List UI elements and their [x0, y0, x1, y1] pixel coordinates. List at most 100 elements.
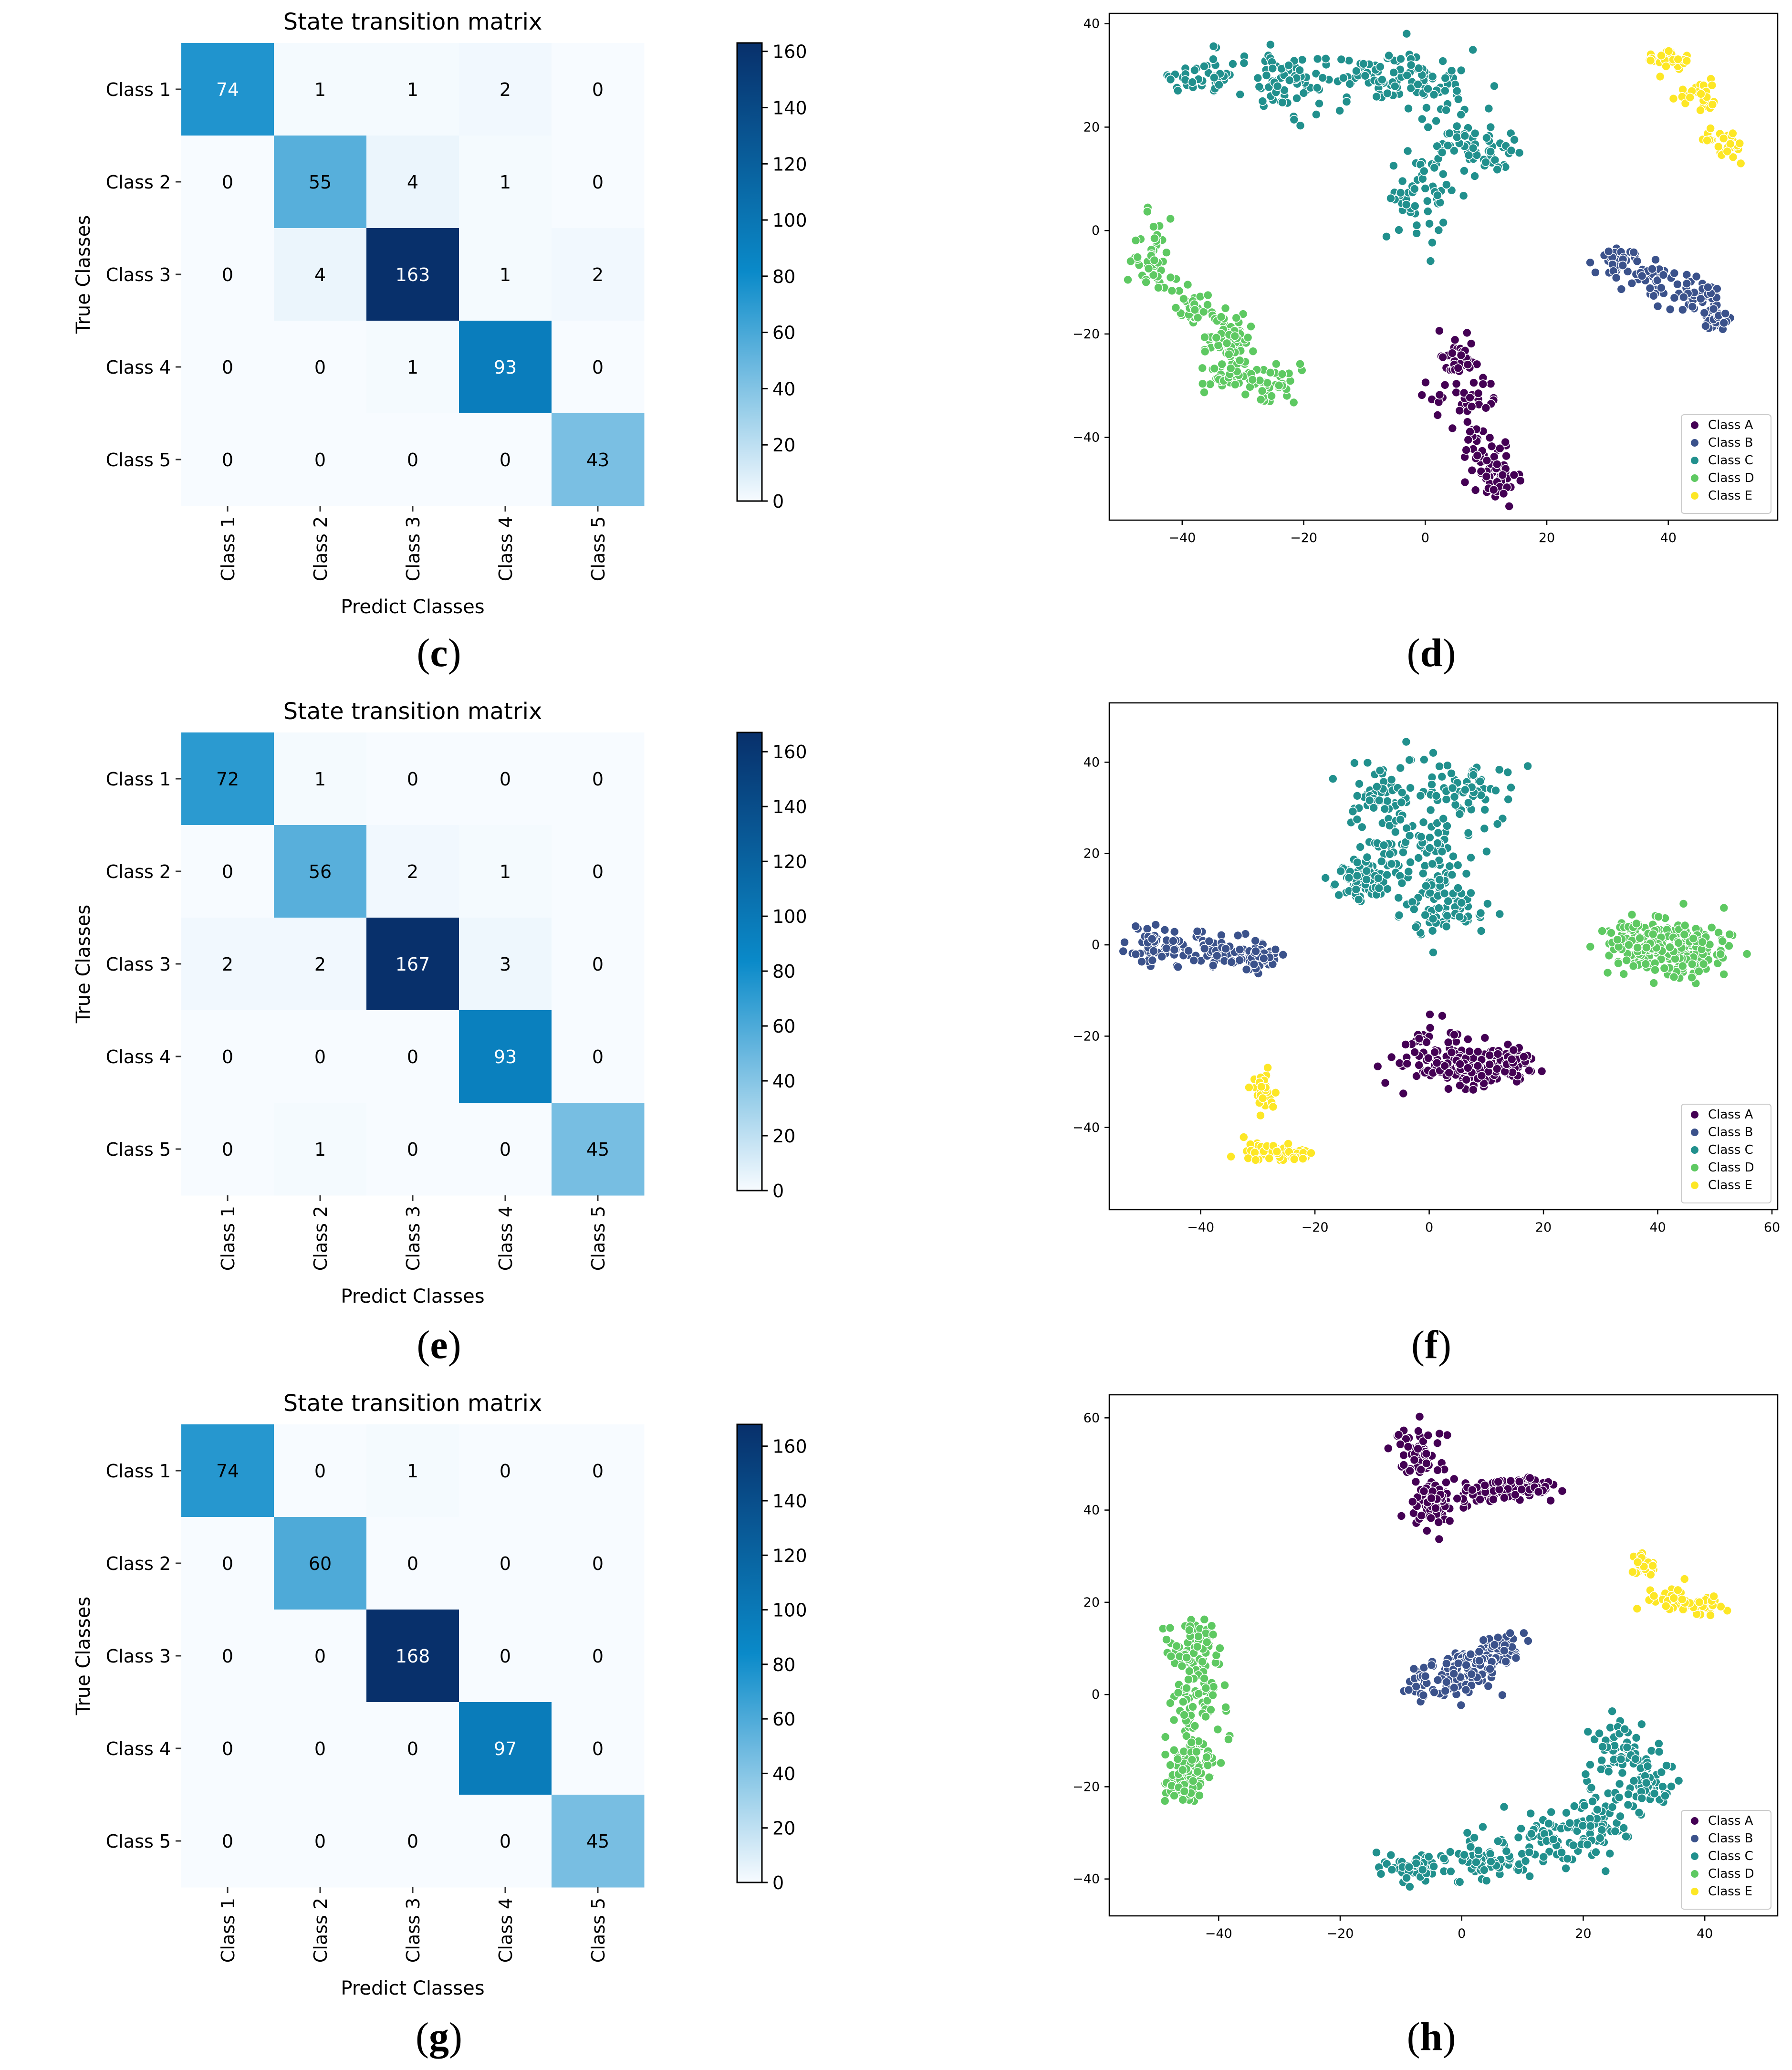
data-point [1373, 1061, 1383, 1071]
data-point [1467, 402, 1477, 411]
data-point [1510, 135, 1519, 145]
legend-marker [1691, 457, 1698, 464]
data-point [1615, 1811, 1625, 1821]
data-point [1724, 941, 1734, 951]
heatmap-title: State transition matrix [283, 1390, 542, 1417]
data-point [1463, 1035, 1473, 1044]
data-point [1629, 247, 1639, 257]
data-point [1344, 873, 1354, 883]
data-point [1514, 148, 1524, 158]
data-point [1131, 949, 1141, 959]
data-point [1461, 1685, 1471, 1695]
data-point [1456, 110, 1466, 119]
data-point [1441, 1659, 1451, 1669]
y-tick-label: 20 [1084, 847, 1100, 861]
data-point [1635, 933, 1645, 943]
data-point [1216, 1758, 1226, 1768]
data-point [1181, 1731, 1191, 1741]
data-point [1444, 1084, 1453, 1094]
data-point [1585, 1760, 1595, 1770]
data-point [1204, 936, 1214, 946]
heatmap-cell [552, 1103, 645, 1196]
data-point [1220, 303, 1230, 313]
cell-value: 0 [222, 861, 233, 882]
x-tick-label: Class 1 [218, 1898, 239, 1963]
data-point [1224, 1735, 1233, 1744]
data-point [1374, 795, 1384, 805]
heatmap-cell [552, 918, 645, 1011]
data-point [1433, 1438, 1442, 1448]
cluster-class-c [1372, 1706, 1684, 1892]
data-point [1355, 842, 1365, 852]
data-point [1438, 169, 1448, 179]
data-point [1193, 1631, 1203, 1641]
data-point [1213, 1725, 1223, 1735]
data-point [1482, 456, 1492, 465]
data-point [1742, 949, 1752, 959]
legend-marker [1691, 421, 1698, 429]
data-point [1441, 105, 1451, 115]
data-point [1425, 833, 1435, 843]
data-point [1469, 770, 1478, 780]
heatmap-cell [366, 321, 459, 414]
data-point [1473, 388, 1483, 398]
legend-label: Class A [1708, 1814, 1753, 1828]
data-point [1239, 1132, 1249, 1142]
data-point [1457, 898, 1467, 908]
data-point [1446, 1867, 1456, 1876]
data-point [1256, 395, 1266, 405]
heatmap-cell [366, 1610, 459, 1703]
heatmap-cell [459, 918, 552, 1011]
data-point [1473, 1846, 1483, 1855]
data-point [1172, 1641, 1181, 1651]
data-point [1447, 870, 1457, 880]
data-point [1478, 1822, 1488, 1832]
data-point [1563, 1854, 1572, 1864]
data-point [1432, 190, 1442, 200]
cell-value: 43 [586, 450, 609, 470]
heatmap-cell [459, 1010, 552, 1103]
data-point [1486, 122, 1496, 132]
caption-h: (h) [1407, 2015, 1456, 2059]
data-point [1493, 1477, 1503, 1487]
data-point [1515, 476, 1525, 486]
data-point [1147, 934, 1157, 944]
data-point [1435, 875, 1445, 885]
data-point [1569, 1801, 1579, 1811]
data-point [1604, 1767, 1614, 1777]
colorbar-tick-label: 140 [772, 796, 807, 817]
data-point [1409, 1455, 1419, 1465]
data-point [1495, 909, 1505, 919]
data-point [1628, 961, 1638, 971]
data-point [1456, 65, 1466, 75]
data-point [1431, 116, 1441, 126]
data-point [1328, 774, 1338, 784]
data-point [1585, 1821, 1595, 1831]
data-point [1485, 1664, 1495, 1674]
caption-f: (f) [1411, 1323, 1451, 1367]
legend-label: Class B [1708, 436, 1753, 450]
data-point [1336, 54, 1346, 64]
heatmap-cell [181, 1795, 274, 1888]
data-point [1716, 1601, 1726, 1611]
data-point [1369, 803, 1379, 813]
y-tick-label: 40 [1084, 1503, 1100, 1518]
cell-value: 74 [216, 1461, 239, 1482]
data-point [1267, 391, 1276, 401]
data-point [1678, 305, 1688, 315]
data-point [1338, 73, 1348, 83]
data-point [1179, 1710, 1189, 1720]
data-point [1209, 1682, 1219, 1692]
data-point [1718, 936, 1728, 946]
cell-value: 0 [222, 450, 233, 470]
data-point [1390, 827, 1400, 837]
data-point [1352, 815, 1362, 825]
data-point [1621, 1831, 1631, 1841]
data-point [1207, 1621, 1217, 1631]
data-point [1664, 46, 1674, 56]
cluster-class-e [1645, 46, 1746, 168]
cell-value: 0 [592, 1461, 604, 1482]
data-point [1422, 1526, 1432, 1536]
colorbar [736, 42, 763, 502]
data-point [1213, 340, 1223, 350]
